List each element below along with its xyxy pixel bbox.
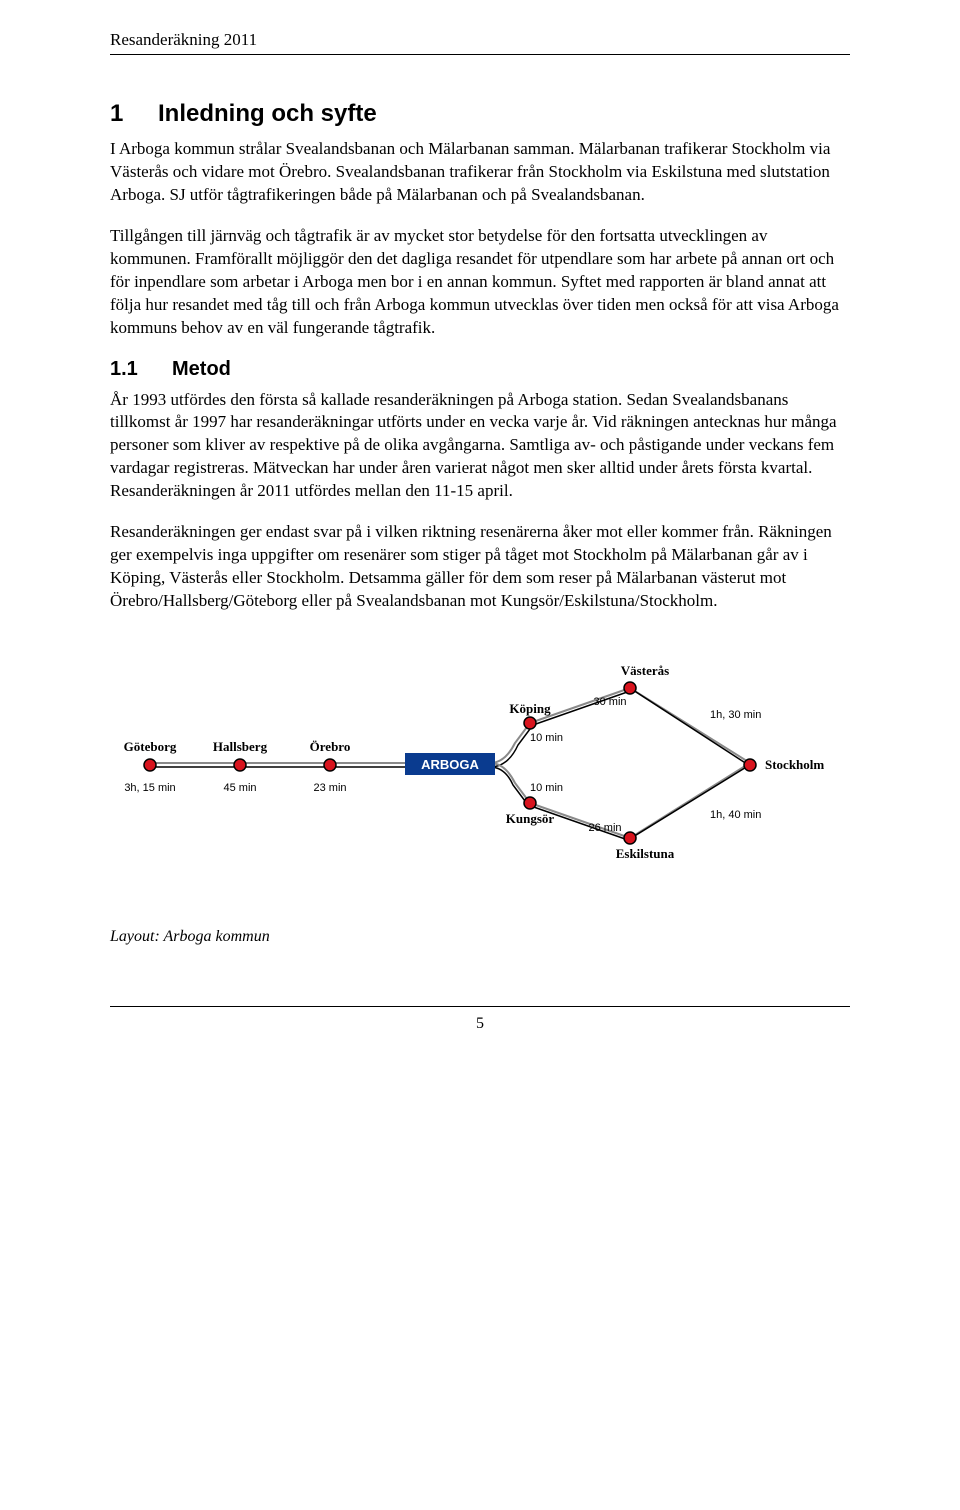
para-1: I Arboga kommun strålar Svealandsbanan o… [110,138,850,207]
rail-diagram-svg: ARBOGA Göteborg 3h, 15 min Hallsberg 45 … [110,663,850,883]
label-koping: Köping [509,701,551,716]
time-kungsor: 10 min [530,782,563,794]
dot-vasteras [624,682,636,694]
para-3: År 1993 utfördes den första så kallade r… [110,389,850,504]
time-koping: 10 min [530,732,563,744]
heading-1-1-number: 1.1 [110,358,172,381]
page-footer: 5 [110,1006,850,1033]
heading-1-1-text: Metod [172,358,231,380]
para-2: Tillgången till järnväg och tågtrafik är… [110,225,850,340]
label-arboga: ARBOGA [421,757,479,772]
dot-goteborg [144,759,156,771]
heading-1-1: 1.1Metod [110,358,850,381]
dot-eskilstuna [624,832,636,844]
time-eskilstuna: 26 min [588,822,621,834]
time-goteborg: 3h, 15 min [124,782,175,794]
time-stockholm-bottom: 1h, 40 min [710,809,761,821]
page-number: 5 [476,1015,484,1032]
diagram-caption: Layout: Arboga kommun [110,928,850,946]
time-stockholm-top: 1h, 30 min [710,709,761,721]
page-container: Resanderäkning 2011 1Inledning och syfte… [0,0,960,1073]
heading-1: 1Inledning och syfte [110,100,850,128]
label-kungsor: Kungsör [506,811,555,826]
label-eskilstuna: Eskilstuna [616,846,675,861]
header-title: Resanderäkning 2011 [110,30,850,55]
para-4: Resanderäkningen ger endast svar på i vi… [110,521,850,613]
time-orebro: 23 min [313,782,346,794]
dot-hallsberg [234,759,246,771]
time-vasteras: 30 min [593,696,626,708]
label-vasteras: Västerås [621,663,669,678]
dot-stockholm [744,759,756,771]
rail-diagram: ARBOGA Göteborg 3h, 15 min Hallsberg 45 … [110,663,850,888]
heading-1-number: 1 [110,100,158,128]
dot-orebro [324,759,336,771]
time-hallsberg: 45 min [223,782,256,794]
label-hallsberg: Hallsberg [213,739,268,754]
dot-kungsor [524,797,536,809]
label-stockholm: Stockholm [765,757,824,772]
dot-koping [524,717,536,729]
label-goteborg: Göteborg [124,739,177,754]
heading-1-text: Inledning och syfte [158,100,377,127]
label-orebro: Örebro [310,739,351,754]
